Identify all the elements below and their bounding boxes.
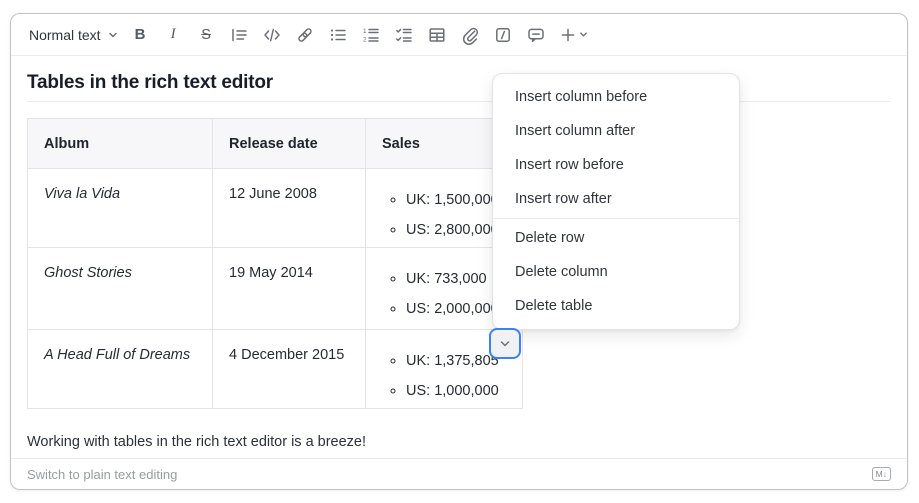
cell-release-date[interactable]: 19 May 2014: [212, 247, 366, 330]
cell-album[interactable]: Ghost Stories: [27, 247, 213, 330]
cell-release-date[interactable]: 12 June 2008: [212, 168, 366, 248]
title-divider: [27, 101, 891, 102]
document-title[interactable]: Tables in the rich text editor: [27, 72, 273, 93]
sales-item: UK: 733,000: [406, 264, 508, 294]
code-icon: [262, 25, 282, 45]
table-header-row: Album Release date Sales: [27, 118, 523, 169]
table-icon: [427, 25, 447, 45]
menu-item-delete-row[interactable]: Delete row: [515, 230, 585, 246]
editor-toolbar: Normal text B I S: [11, 14, 907, 56]
bullet-list-button[interactable]: [328, 24, 349, 46]
svg-text:1: 1: [363, 28, 367, 35]
sales-item: US: 1,000,000: [406, 376, 508, 406]
link-icon: [295, 25, 315, 45]
menu-item-insert-row-after[interactable]: Insert row after: [515, 191, 612, 207]
switch-plain-text-button[interactable]: Switch to plain text editing: [27, 466, 178, 482]
bold-button[interactable]: B: [130, 24, 151, 46]
menu-divider: [493, 218, 739, 219]
menu-item-insert-row-before[interactable]: Insert row before: [515, 157, 624, 173]
numbered-list-button[interactable]: 1 2: [361, 24, 382, 46]
table-row: Viva la Vida 12 June 2008 UK: 1,500,000 …: [27, 168, 523, 248]
text-module-button[interactable]: [493, 24, 514, 46]
menu-item-delete-column[interactable]: Delete column: [515, 264, 608, 280]
attachment-button[interactable]: [460, 24, 481, 46]
sales-item: US: 2,800,000: [406, 215, 508, 245]
text-format-dropdown[interactable]: Normal text: [27, 25, 120, 45]
menu-item-delete-table[interactable]: Delete table: [515, 298, 593, 314]
column-header-release-date[interactable]: Release date: [212, 118, 366, 169]
cell-album[interactable]: Viva la Vida: [27, 168, 213, 248]
cell-release-date[interactable]: 4 December 2015: [212, 329, 366, 409]
bullet-list-icon: [328, 25, 348, 45]
document-paragraph[interactable]: Working with tables in the rich text edi…: [27, 434, 367, 450]
paperclip-icon: [460, 25, 480, 45]
italic-button[interactable]: I: [163, 24, 184, 46]
sales-item: UK: 1,375,805: [406, 346, 508, 376]
menu-item-insert-column-before[interactable]: Insert column before: [515, 89, 648, 105]
table-row: Ghost Stories 19 May 2014 UK: 733,000 US…: [27, 247, 523, 330]
code-block-button[interactable]: [262, 24, 283, 46]
svg-text:2: 2: [363, 36, 367, 43]
sales-item: US: 2,000,000: [406, 294, 508, 324]
speech-bubble-icon: [526, 25, 546, 45]
add-more-button[interactable]: [559, 24, 588, 46]
checklist-button[interactable]: [394, 24, 415, 46]
albums-table: Album Release date Sales Viva la Vida 12…: [27, 118, 523, 409]
insert-table-button[interactable]: [427, 24, 448, 46]
editor-content: Tables in the rich text editor Album Rel…: [11, 69, 907, 453]
plus-icon: [559, 26, 577, 44]
link-button[interactable]: [295, 24, 316, 46]
sales-item: UK: 1,500,000: [406, 185, 508, 215]
menu-item-insert-column-after[interactable]: Insert column after: [515, 123, 636, 139]
comment-button[interactable]: [526, 24, 547, 46]
cell-album[interactable]: A Head Full of Dreams: [27, 329, 213, 409]
markdown-badge: M↓: [871, 467, 891, 481]
chevron-down-icon: [108, 27, 118, 43]
table-row: A Head Full of Dreams 4 December 2015 UK…: [27, 329, 523, 409]
numbered-list-icon: 1 2: [361, 25, 381, 45]
blockquote-button[interactable]: [229, 24, 250, 46]
rich-text-editor: Normal text B I S: [10, 13, 908, 490]
slash-box-icon: [493, 25, 513, 45]
chevron-down-icon: [499, 336, 511, 351]
strikethrough-button[interactable]: S: [196, 24, 217, 46]
column-header-album[interactable]: Album: [27, 118, 213, 169]
editor-footer: Switch to plain text editing M↓: [11, 458, 907, 489]
chevron-down-icon: [579, 30, 588, 39]
table-context-menu: Insert column before Insert column after…: [492, 73, 740, 330]
blockquote-icon: [229, 25, 249, 45]
checklist-icon: [394, 25, 414, 45]
table-actions-toggle-button[interactable]: [489, 328, 521, 359]
text-format-label: Normal text: [29, 26, 101, 43]
